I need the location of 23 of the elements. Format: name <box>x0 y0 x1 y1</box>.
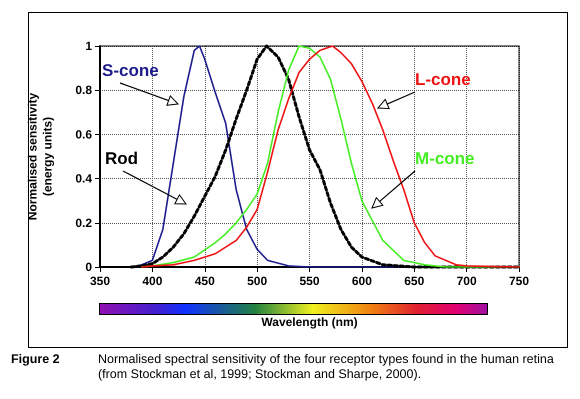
y-tick-label: 0 <box>85 260 92 274</box>
x-tick-label: 600 <box>352 274 372 288</box>
x-tick-label: 550 <box>299 274 320 288</box>
text: L-cone <box>415 70 471 90</box>
text: Rod <box>105 149 138 169</box>
y-tick-label: 1 <box>85 39 92 53</box>
text: Normalised spectral sensitivity of the four receptor types found in the human retina (from Stockman et al, 1999; Stockman and Sharpe, 2000). <box>98 352 555 382</box>
x-tick-label: 350 <box>90 274 110 288</box>
x-tick-label: 650 <box>404 274 425 288</box>
y-tick-label: 0.4 <box>75 172 92 186</box>
y-tick-label: 0.8 <box>75 83 92 98</box>
x-tick-label: 500 <box>247 274 268 288</box>
x-tick-label: 700 <box>456 274 477 288</box>
text: M-cone <box>415 149 474 169</box>
series-label: S-cone <box>102 61 159 81</box>
caption: Figure 2 <box>11 352 61 368</box>
y-tick-label: 0.2 <box>75 216 92 230</box>
x-tick-label: 400 <box>142 274 163 288</box>
x-tick-label: 750 <box>508 274 530 288</box>
x-tick-label: 450 <box>194 274 216 288</box>
y-tick-label: 0.6 <box>75 127 92 142</box>
y-axis-title: Normalised sensitivity (energy units) <box>26 92 54 220</box>
x-axis-title: Wavelength (nm) <box>261 315 358 329</box>
